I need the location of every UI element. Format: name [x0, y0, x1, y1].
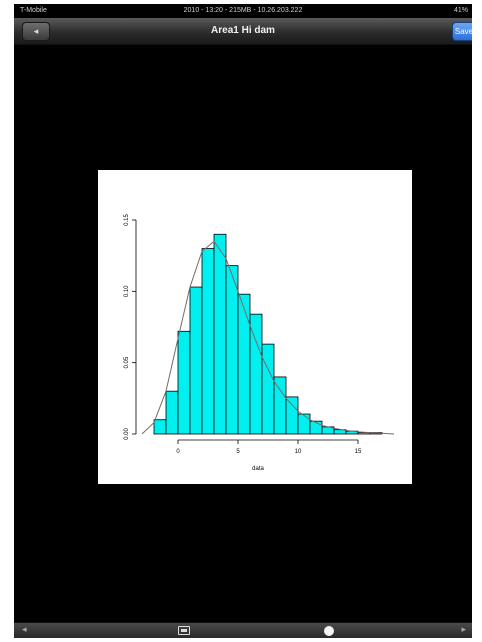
x-tick-label: 15 — [355, 449, 362, 455]
histogram-bar — [237, 293, 251, 435]
histogram-bar — [273, 376, 287, 435]
page-view-icon[interactable] — [178, 626, 190, 635]
y-tick-label: 0.00 — [124, 428, 130, 440]
page-title: Area1 Hi dam — [211, 25, 275, 36]
histogram-bar — [153, 419, 167, 435]
histogram-bar — [285, 396, 299, 435]
battery-status: 41% — [453, 7, 468, 14]
histogram-chart: 0.00 0.05 0.10 0.15 0 5 10 15 data — [124, 214, 395, 472]
status-text: 2010 - 13:20 - 215MB - 10.26.203.222 — [183, 7, 303, 14]
x-tick-label: 5 — [236, 449, 240, 455]
histogram-bar — [177, 330, 191, 435]
histogram-bar — [225, 265, 239, 435]
back-button[interactable]: ◂ — [22, 22, 50, 41]
histogram-bar — [165, 390, 179, 435]
status-bar: T-Mobile 2010 - 13:20 - 215MB - 10.26.20… — [14, 4, 472, 18]
y-tick-label: 0.10 — [124, 285, 130, 297]
chart-image: 0.00 0.05 0.10 0.15 0 5 10 15 data — [98, 170, 412, 484]
histogram-bar — [189, 286, 203, 435]
histogram-bar — [249, 313, 263, 435]
previous-page-button[interactable]: ◂ — [22, 624, 27, 634]
histogram-bar — [297, 413, 311, 435]
y-tick-label: 0.15 — [124, 214, 130, 226]
page-slider-knob[interactable] — [324, 626, 334, 636]
density-curve — [141, 240, 395, 435]
histogram-bar — [213, 233, 227, 435]
navigation-bar: ◂ Area1 Hi dam Save — [14, 18, 472, 45]
x-axis-label: data — [252, 466, 264, 472]
bottom-toolbar: ◂ ▸ — [14, 622, 472, 638]
y-tick-label: 0.05 — [124, 356, 130, 368]
histogram-bar — [201, 248, 215, 435]
app-window: T-Mobile 2010 - 13:20 - 215MB - 10.26.20… — [14, 4, 472, 638]
action-button[interactable]: Save — [452, 22, 472, 41]
x-tick-label: 10 — [295, 449, 302, 455]
status-carrier: T-Mobile — [20, 7, 47, 14]
x-tick-label: 0 — [176, 449, 180, 455]
histogram-bar — [261, 343, 275, 435]
next-page-button[interactable]: ▸ — [461, 624, 466, 634]
